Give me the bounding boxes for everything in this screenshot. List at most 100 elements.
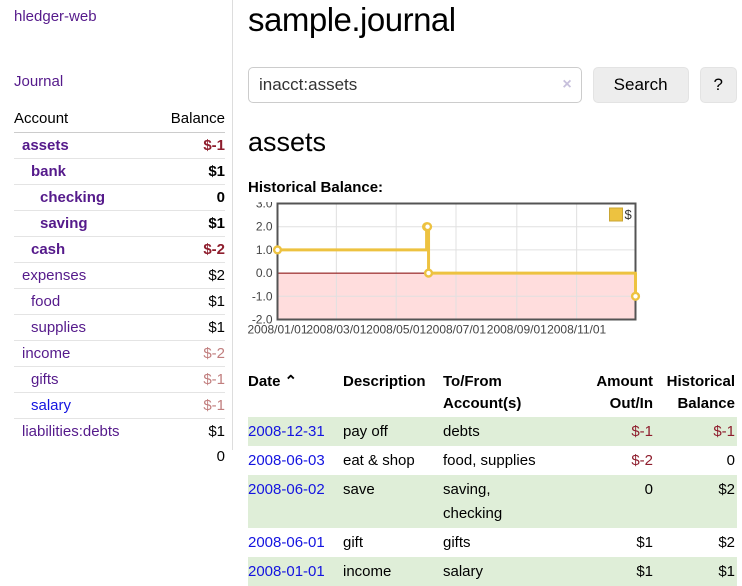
svg-text:-1.0: -1.0 — [252, 290, 273, 304]
page-title: sample.journal — [248, 1, 456, 38]
transaction-balance: $2 — [718, 481, 735, 499]
transaction-accounts: food, supplies — [443, 452, 536, 470]
account-balance: $-1 — [153, 366, 225, 393]
transaction-accounts: gifts — [443, 533, 471, 551]
main-content: sample.journal × Search ? assets Histori… — [247, 0, 737, 586]
account-row: checking 0 — [14, 184, 225, 211]
search-button[interactable]: Search — [592, 67, 689, 104]
transaction-amount: $1 — [636, 563, 653, 581]
accounts-total-value: 0 — [216, 448, 225, 465]
transaction-description: income — [343, 563, 392, 581]
account-row: food $1 — [14, 288, 225, 315]
svg-text:2008/09/01: 2008/09/01 — [487, 323, 547, 337]
account-link[interactable]: expenses — [22, 267, 87, 284]
transaction-accounts: debts — [443, 422, 480, 440]
svg-text:2008/03/01: 2008/03/01 — [306, 323, 366, 337]
account-link[interactable]: income — [22, 345, 71, 362]
account-link[interactable]: salary — [31, 397, 72, 414]
transaction-accounts: salary — [443, 563, 484, 581]
account-link[interactable]: cash — [31, 241, 66, 258]
account-balance: $1 — [153, 158, 225, 185]
svg-text:2008/01/01: 2008/01/01 — [248, 323, 308, 337]
sort-ascending-icon: ⌃ — [284, 373, 298, 391]
chart-title: Historical Balance: — [248, 179, 384, 197]
transaction-balance: 0 — [726, 452, 735, 470]
register-header-description: Description — [343, 373, 426, 391]
account-row: expenses $2 — [14, 262, 225, 289]
accounts-table: Account Balance assets $-1 bank $1 checking 0… — [14, 110, 225, 469]
account-row: supplies $1 — [14, 314, 225, 341]
svg-text:2008/05/01: 2008/05/01 — [366, 323, 426, 337]
account-link[interactable]: gifts — [31, 371, 59, 388]
balance-chart: $3.0 2.0 1.0 0.0 -1.0 -2.02008/01/012008/03/0… — [247, 197, 641, 337]
account-balance: $2 — [153, 262, 225, 289]
account-balance: $1 — [153, 418, 225, 444]
account-balance: $1 — [153, 314, 225, 341]
help-button[interactable]: ? — [699, 67, 737, 104]
register-row: 2008-12-31 pay off debts $-1 $-1 — [248, 416, 737, 447]
register-table: Date ⌃ Description To/From Account(s) Amo… — [248, 369, 737, 586]
balance-column-header: Balance — [153, 110, 225, 133]
search-form: × Search ? — [248, 67, 737, 104]
sidebar: hledger-web Journal Account Balance asse… — [0, 0, 233, 465]
transaction-description: eat & shop — [343, 452, 415, 470]
account-balance: $-2 — [153, 236, 225, 263]
register-row: 2008-01-01 income salary $1 $1 — [248, 557, 737, 586]
account-balance: $-1 — [153, 392, 225, 419]
transaction-date-link[interactable]: 2008-01-01 — [248, 563, 325, 581]
transaction-date-link[interactable]: 2008-06-03 — [248, 452, 325, 470]
svg-text:2008/07/01: 2008/07/01 — [426, 323, 486, 337]
balance-chart-container: $3.0 2.0 1.0 0.0 -1.0 -2.0 2008/01/01 2008/03/0… — [247, 197, 648, 349]
search-input[interactable] — [248, 67, 582, 104]
accounts-table-body: assets $-1 bank $1 checking 0 saving $1 cash $-2 e… — [14, 133, 225, 444]
transaction-amount: 0 — [644, 481, 653, 499]
register-header-accounts: To/From Account(s) — [443, 373, 522, 413]
account-link[interactable]: supplies — [31, 319, 87, 336]
account-row: liabilities:debts $1 — [14, 418, 225, 444]
account-link[interactable]: assets — [22, 137, 69, 154]
account-row: bank $1 — [14, 158, 225, 185]
transaction-date-link[interactable]: 2008-12-31 — [248, 422, 325, 440]
account-heading: assets — [248, 127, 327, 158]
account-row: cash $-2 — [14, 236, 225, 263]
account-link[interactable]: food — [31, 293, 61, 310]
account-link[interactable]: checking — [40, 189, 106, 206]
account-balance: $-2 — [153, 340, 225, 367]
transaction-date-link[interactable]: 2008-06-01 — [248, 533, 325, 551]
account-link[interactable]: liabilities:debts — [22, 423, 120, 440]
account-row: income $-2 — [14, 340, 225, 367]
svg-text:-2.0: -2.0 — [252, 313, 273, 327]
account-row: salary $-1 — [14, 392, 225, 419]
account-row: saving $1 — [14, 210, 225, 237]
transaction-balance: $1 — [718, 563, 735, 581]
svg-text:2.0: 2.0 — [256, 220, 273, 234]
transaction-balance: $2 — [718, 533, 735, 551]
transaction-balance: $-1 — [713, 422, 735, 440]
sidebar-item-journal[interactable]: Journal — [14, 73, 64, 90]
app-title-link[interactable]: hledger-web — [14, 8, 97, 25]
register-header-date[interactable]: Date ⌃ — [248, 373, 298, 391]
transaction-amount: $-2 — [631, 452, 653, 470]
account-balance: $-1 — [203, 137, 225, 154]
register-row: 2008-06-03 eat & shop food, supplies $-2 0 — [248, 446, 737, 475]
account-balance: $1 — [153, 210, 225, 237]
svg-text:2008/11/01: 2008/11/01 — [547, 323, 606, 337]
svg-text:3.0: 3.0 — [256, 202, 273, 211]
transaction-description: pay off — [343, 422, 388, 440]
register-row: 2008-06-01 gift gifts $1 $2 — [248, 528, 737, 557]
accounts-total-spacer — [14, 444, 153, 469]
account-link[interactable]: saving — [40, 215, 88, 232]
account-link[interactable]: bank — [31, 163, 67, 180]
transaction-accounts: saving, checking — [443, 481, 503, 522]
accounts-total-row: 0 — [14, 444, 225, 469]
register-header-amount: Amount Out/In — [596, 373, 653, 413]
transaction-amount: $1 — [636, 533, 653, 551]
transaction-description: gift — [343, 533, 364, 551]
accounts-column-header: Account — [14, 110, 154, 133]
clear-search-icon[interactable]: × — [562, 76, 572, 94]
svg-text:1.0: 1.0 — [256, 243, 273, 257]
svg-text:$: $ — [625, 207, 633, 222]
svg-text:0.0: 0.0 — [256, 266, 273, 280]
register-header-balance: Historical Balance — [666, 373, 735, 413]
transaction-date-link[interactable]: 2008-06-02 — [248, 481, 325, 499]
